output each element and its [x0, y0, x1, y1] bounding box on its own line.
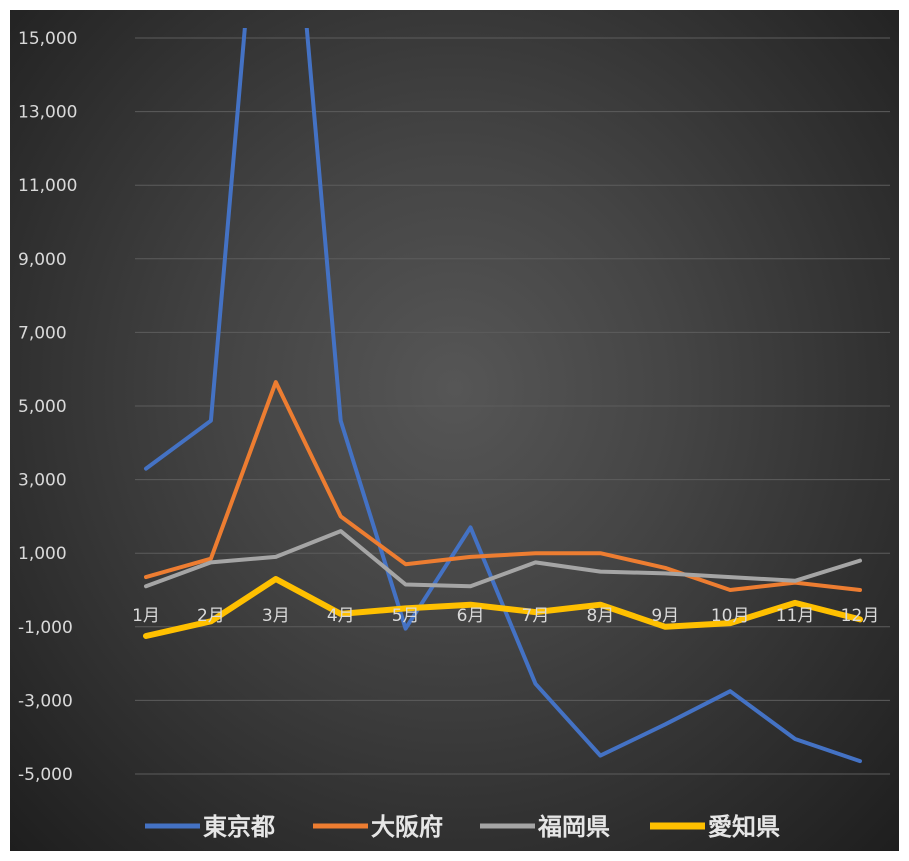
chart-area: 15,000 13,000 11,000 9,000 7,000 5,000 3,000 1,…	[10, 10, 899, 851]
x-tick-label: 4月	[327, 606, 355, 626]
series-line-2	[144, 380, 862, 592]
x-tick-label: 9月	[651, 606, 679, 626]
legend-label: 福岡県	[537, 813, 610, 841]
line-chart: 15,000 13,000 11,000 9,000 7,000 5,000 3,000 1,…	[18, 28, 890, 841]
x-tick-label: 7月	[522, 606, 550, 626]
x-axis-tick-labels: 1月 2月 3月 4月 5月 6月 7月 8月 9月 10月 11月 12月	[132, 606, 879, 626]
y-tick-label: 7,000	[18, 323, 67, 343]
series-lines	[143, 28, 863, 764]
legend-label: 愛知県	[708, 813, 780, 841]
y-tick-label: 5,000	[18, 397, 67, 417]
y-tick-label: -3,000	[18, 691, 73, 711]
x-tick-label: 2月	[197, 606, 225, 626]
x-tick-label: 8月	[586, 606, 614, 626]
y-tick-label: 3,000	[18, 471, 67, 491]
y-tick-label: -1,000	[18, 618, 73, 638]
x-tick-label: 1月	[132, 606, 160, 626]
y-tick-label: 15,000	[18, 29, 77, 49]
legend-label: 東京都	[203, 813, 275, 841]
y-tick-label: 9,000	[18, 250, 67, 270]
y-tick-label: 13,000	[18, 103, 77, 123]
x-tick-label: 10月	[711, 606, 750, 626]
y-tick-label: 11,000	[18, 176, 77, 196]
legend-label: 大阪府	[371, 813, 443, 841]
x-tick-label: 12月	[841, 606, 880, 626]
series-line-3	[144, 529, 862, 589]
y-tick-label: -5,000	[18, 765, 73, 785]
series-line-1	[144, 28, 862, 764]
x-tick-label: 6月	[457, 606, 485, 626]
x-tick-label: 3月	[262, 606, 290, 626]
legend: 東京都 大阪府 福岡県 愛知県	[145, 813, 780, 841]
y-tick-label: 1,000	[18, 544, 67, 564]
x-tick-label: 5月	[392, 606, 420, 626]
x-tick-label: 11月	[776, 606, 815, 626]
series-line-4	[143, 576, 863, 639]
gridlines	[135, 37, 890, 775]
y-axis-tick-labels: 15,000 13,000 11,000 9,000 7,000 5,000 3,000 1,…	[18, 29, 77, 785]
